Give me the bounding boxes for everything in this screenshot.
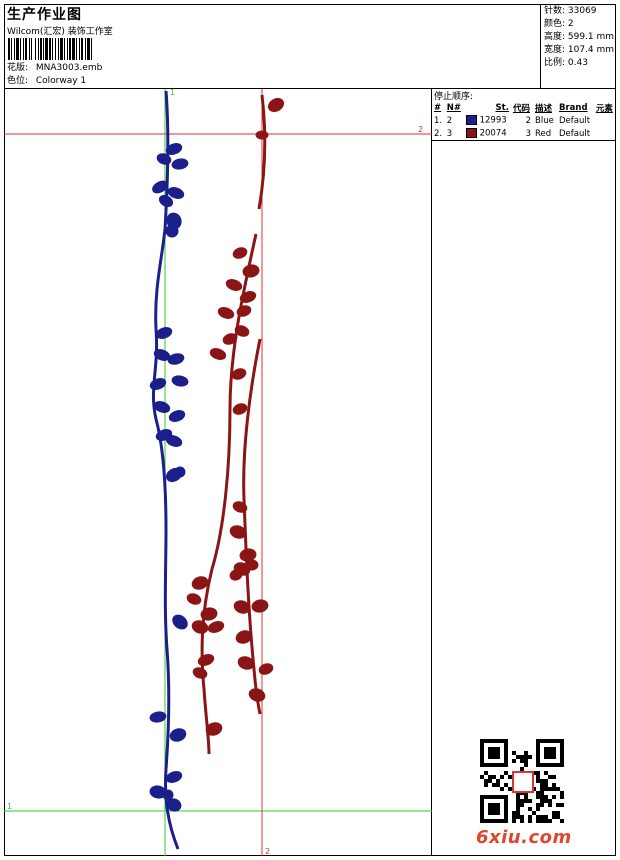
design-value: MNA3003.emb <box>35 63 103 73</box>
col-stitches: St. <box>495 102 509 113</box>
design-info: 花版: MNA3003.emb 色位: Colorway 1 <box>7 62 102 88</box>
stitch-count: 针数: 33069 <box>544 6 597 16</box>
row-element <box>594 114 616 127</box>
red-vine <box>186 94 285 755</box>
barcode <box>8 38 92 60</box>
col-needle: N# <box>446 102 461 113</box>
color-swatch <box>465 128 477 139</box>
row-brand: Default <box>556 127 594 141</box>
qr-code <box>480 739 564 823</box>
table-header-row: # N# St. 代码 描述 Brand 元素 <box>432 101 616 114</box>
table-row: 2. 3 20074 3 Red Default <box>432 127 616 141</box>
row-code: 3 <box>510 127 534 141</box>
design-width: 宽度: 107.4 mm <box>544 45 615 55</box>
design-height: 高度: 599.1 mm <box>544 32 615 42</box>
color-table: # N# St. 代码 描述 Brand 元素 1. 2 12993 2 Blu… <box>432 101 616 141</box>
header: 生产作业图 Wilcom(汇宏) 装饰工作室 花版: MNA3003.emb 色… <box>4 4 616 89</box>
design-label: 花版: <box>7 63 29 73</box>
row-description: Blue <box>535 115 554 126</box>
col-index: # <box>434 102 442 113</box>
row-index: 1. <box>434 115 443 126</box>
sheet-frame <box>4 4 616 856</box>
color-sequence-panel: 停止顺序: # N# St. 代码 描述 Brand 元素 1. 2 12993… <box>432 89 616 856</box>
row-element <box>593 127 616 141</box>
page-title: 生产作业图 <box>7 7 82 23</box>
row-needle: 2 <box>446 115 453 126</box>
color-swatch <box>465 115 477 126</box>
design-canvas: 1 1 2 2 <box>4 88 432 856</box>
col-code: 代码 <box>512 103 530 114</box>
design-scale: 比例: 0.43 <box>544 58 588 68</box>
watermark-site: 6xiu.com <box>476 827 572 848</box>
sequence-caption: 停止顺序: <box>434 92 474 102</box>
colorway-label: 色位: <box>7 76 29 86</box>
red-guide-label-bottom: 2 <box>265 847 270 856</box>
green-guide-label-top: 1 <box>170 89 175 97</box>
row-index: 2. <box>432 127 445 141</box>
seal-stamp <box>512 771 534 793</box>
row-needle: 3 <box>444 127 464 141</box>
col-description: 描述 <box>535 103 553 114</box>
color-count: 颜色: 2 <box>544 19 574 29</box>
row-stitches: 20074 <box>463 127 511 141</box>
colorway-value: Colorway 1 <box>35 76 87 86</box>
col-element: 元素 <box>595 103 613 114</box>
green-guide-label-left: 1 <box>7 802 12 811</box>
embroidery-preview: 1 1 2 2 <box>4 88 432 856</box>
row-description: Red <box>533 127 557 141</box>
row-code: 2 <box>525 115 532 126</box>
studio-name: Wilcom(汇宏) 装饰工作室 <box>7 27 113 37</box>
red-guide-label-right: 2 <box>418 125 423 134</box>
row-brand: Default <box>558 115 591 126</box>
blue-vine <box>149 90 189 850</box>
table-row: 1. 2 12993 2 Blue Default <box>432 114 616 127</box>
row-stitches: 12993 <box>464 114 511 127</box>
col-brand: Brand <box>558 102 588 113</box>
stats-panel: 针数: 33069 颜色: 2 高度: 599.1 mm 宽度: 107.4 m… <box>540 4 616 88</box>
